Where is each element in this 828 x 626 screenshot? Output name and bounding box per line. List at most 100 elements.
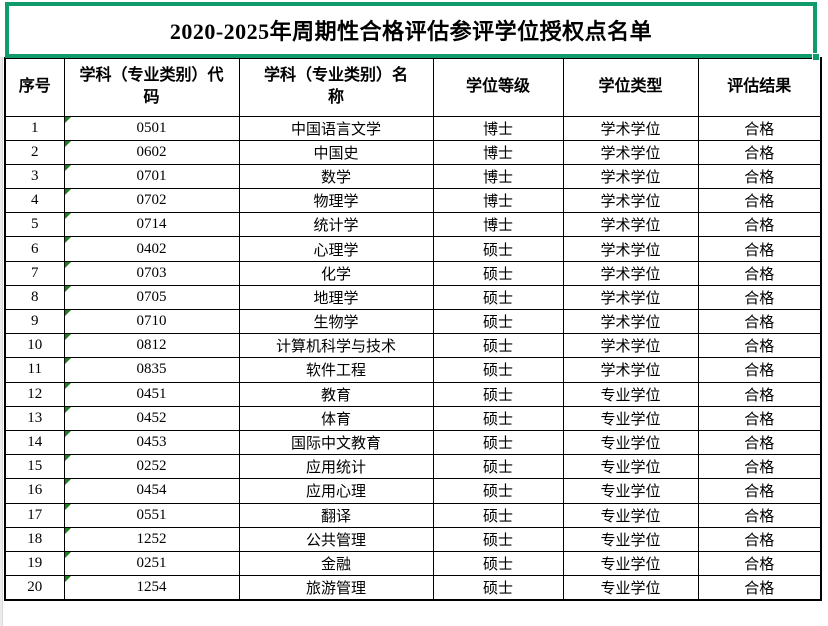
cell-result[interactable]: 合格 [697,163,822,190]
cell-level[interactable]: 硕士 [432,502,564,528]
cell-type[interactable]: 专业学位 [562,526,699,552]
cell-name[interactable]: 应用心理 [238,478,434,504]
cell-code[interactable]: 0702 [63,188,240,214]
column-header-code[interactable]: 学科（专业类别）代码 [63,57,240,117]
cell-level[interactable]: 博士 [432,212,564,238]
cell-type[interactable]: 学术学位 [562,284,699,311]
cell-level[interactable]: 硕士 [432,478,564,504]
cell-code[interactable]: 0501 [63,115,240,141]
cell-name[interactable]: 物理学 [238,188,434,214]
cell-no[interactable]: 1 [4,115,65,141]
cell-code[interactable]: 0454 [63,478,240,504]
cell-level[interactable]: 硕士 [432,405,564,431]
cell-code[interactable]: 0551 [63,502,240,528]
cell-no[interactable]: 10 [4,333,65,359]
cell-no[interactable]: 5 [4,212,65,238]
cell-type[interactable]: 学术学位 [562,188,699,214]
cell-name[interactable]: 软件工程 [238,357,434,383]
cell-type[interactable]: 学术学位 [562,115,699,141]
cell-result[interactable]: 合格 [697,550,822,577]
cell-level[interactable]: 硕士 [432,575,564,601]
cell-type[interactable]: 学术学位 [562,308,699,335]
cell-no[interactable]: 8 [4,284,65,311]
cell-no[interactable]: 20 [4,575,65,601]
selection-fill-handle[interactable] [812,53,820,61]
cell-level[interactable]: 博士 [432,188,564,214]
cell-result[interactable]: 合格 [697,478,822,504]
cell-name[interactable]: 地理学 [238,284,434,311]
cell-no[interactable]: 16 [4,478,65,504]
cell-result[interactable]: 合格 [697,212,822,238]
cell-code[interactable]: 0252 [63,454,240,480]
cell-result[interactable]: 合格 [697,284,822,311]
column-header-result[interactable]: 评估结果 [697,57,822,117]
cell-result[interactable]: 合格 [697,405,822,431]
cell-result[interactable]: 合格 [697,308,822,335]
cell-level[interactable]: 硕士 [432,236,564,262]
cell-name[interactable]: 中国史 [238,139,434,165]
cell-no[interactable]: 18 [4,526,65,552]
cell-code[interactable]: 0452 [63,405,240,431]
cell-code[interactable]: 1254 [63,575,240,601]
cell-code[interactable]: 0451 [63,381,240,407]
cell-level[interactable]: 硕士 [432,308,564,335]
cell-no[interactable]: 2 [4,139,65,165]
cell-level[interactable]: 硕士 [432,550,564,577]
cell-name[interactable]: 教育 [238,381,434,407]
cell-name[interactable]: 生物学 [238,308,434,335]
cell-type[interactable]: 专业学位 [562,405,699,431]
cell-level[interactable]: 博士 [432,139,564,165]
cell-type[interactable]: 学术学位 [562,357,699,383]
cell-result[interactable]: 合格 [697,454,822,480]
cell-result[interactable]: 合格 [697,139,822,165]
cell-result[interactable]: 合格 [697,236,822,262]
cell-name[interactable]: 数学 [238,163,434,190]
cell-type[interactable]: 专业学位 [562,478,699,504]
cell-type[interactable]: 专业学位 [562,429,699,456]
column-header-name[interactable]: 学科（专业类别）名称 [238,57,434,117]
cell-name[interactable]: 体育 [238,405,434,431]
cell-level[interactable]: 博士 [432,163,564,190]
cell-type[interactable]: 学术学位 [562,163,699,190]
cell-level[interactable]: 硕士 [432,284,564,311]
title-cell-selected[interactable]: 2020-2025年周期性合格评估参评学位授权点名单 [5,2,820,61]
cell-code[interactable]: 0705 [63,284,240,311]
cell-level[interactable]: 硕士 [432,526,564,552]
cell-code[interactable]: 0602 [63,139,240,165]
cell-type[interactable]: 专业学位 [562,575,699,601]
cell-type[interactable]: 学术学位 [562,260,699,286]
column-header-degree-type[interactable]: 学位类型 [562,57,699,117]
cell-name[interactable]: 旅游管理 [238,575,434,601]
cell-result[interactable]: 合格 [697,381,822,407]
cell-result[interactable]: 合格 [697,260,822,286]
cell-name[interactable]: 心理学 [238,236,434,262]
cell-level[interactable]: 硕士 [432,454,564,480]
cell-name[interactable]: 计算机科学与技术 [238,333,434,359]
cell-level[interactable]: 硕士 [432,381,564,407]
cell-type[interactable]: 专业学位 [562,550,699,577]
cell-name[interactable]: 公共管理 [238,526,434,552]
column-header-degree-level[interactable]: 学位等级 [432,57,564,117]
cell-no[interactable]: 11 [4,357,65,383]
cell-name[interactable]: 应用统计 [238,454,434,480]
cell-code[interactable]: 0812 [63,333,240,359]
cell-name[interactable]: 国际中文教育 [238,429,434,456]
cell-code[interactable]: 0714 [63,212,240,238]
cell-no[interactable]: 19 [4,550,65,577]
cell-code[interactable]: 0402 [63,236,240,262]
cell-type[interactable]: 专业学位 [562,381,699,407]
cell-result[interactable]: 合格 [697,575,822,601]
cell-level[interactable]: 硕士 [432,333,564,359]
cell-level[interactable]: 硕士 [432,429,564,456]
cell-no[interactable]: 15 [4,454,65,480]
cell-type[interactable]: 学术学位 [562,139,699,165]
cell-code[interactable]: 0453 [63,429,240,456]
cell-no[interactable]: 14 [4,429,65,456]
cell-code[interactable]: 0701 [63,163,240,190]
cell-code[interactable]: 0835 [63,357,240,383]
cell-no[interactable]: 17 [4,502,65,528]
cell-no[interactable]: 13 [4,405,65,431]
cell-level[interactable]: 博士 [432,115,564,141]
cell-result[interactable]: 合格 [697,333,822,359]
cell-result[interactable]: 合格 [697,115,822,141]
